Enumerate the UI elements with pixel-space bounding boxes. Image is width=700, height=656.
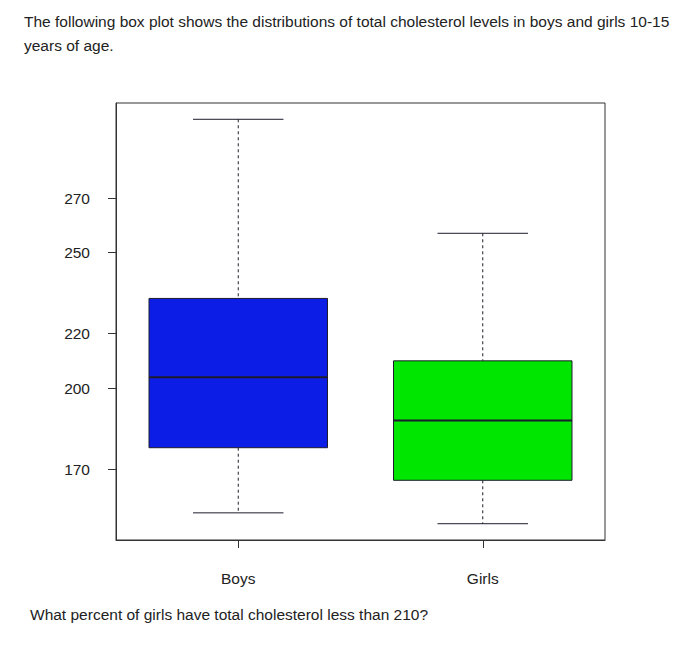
svg-text:250: 250 xyxy=(64,244,90,261)
svg-text:270: 270 xyxy=(64,190,90,207)
svg-text:Boys: Boys xyxy=(221,570,256,587)
svg-text:220: 220 xyxy=(64,325,90,342)
svg-text:200: 200 xyxy=(64,380,90,397)
html-text:The following box plot shows t: The following box plot shows the distrib… xyxy=(24,13,670,54)
svg-text:Girls: Girls xyxy=(467,570,499,587)
svg-text:170: 170 xyxy=(64,461,90,478)
html-text:What percent of girls have tot: What percent of girls have total cholest… xyxy=(30,606,429,623)
